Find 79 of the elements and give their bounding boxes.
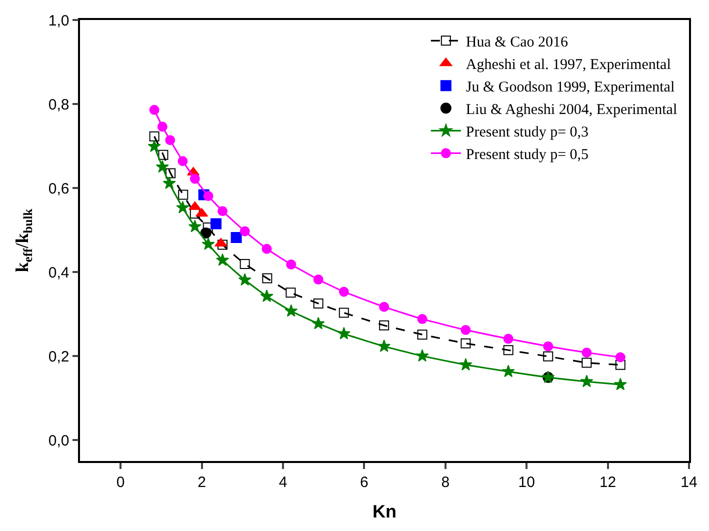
point — [162, 176, 176, 189]
point — [188, 220, 202, 232]
x-tick-label: 4 — [278, 474, 288, 491]
point — [416, 349, 429, 362]
point — [615, 352, 626, 362]
point — [148, 140, 161, 152]
point — [417, 314, 428, 324]
point — [218, 206, 228, 216]
point — [210, 218, 222, 230]
point — [238, 273, 252, 286]
point — [313, 298, 324, 308]
point — [262, 244, 272, 254]
x-tick-label: 6 — [360, 474, 368, 491]
y-tick-label: 1,0 — [48, 12, 70, 30]
legend-label: Present study p= 0,3 — [466, 124, 589, 141]
point — [165, 135, 176, 146]
y-tick-label: 0,6 — [48, 180, 70, 198]
point — [460, 338, 471, 348]
x-tick-label: 12 — [599, 474, 616, 491]
point — [178, 190, 188, 200]
x-axis-title: Kn — [372, 501, 396, 522]
point — [615, 360, 626, 370]
point — [240, 226, 250, 236]
point — [379, 302, 390, 312]
point — [240, 259, 250, 270]
point — [582, 358, 592, 368]
point — [178, 156, 188, 166]
point — [338, 286, 349, 297]
point — [218, 240, 228, 250]
point — [417, 330, 428, 340]
point — [200, 227, 212, 238]
point — [156, 160, 169, 173]
point — [379, 320, 390, 330]
point — [158, 150, 168, 160]
point — [190, 174, 200, 184]
y-tick-label: 0,0 — [48, 432, 70, 450]
point — [503, 334, 514, 344]
point — [157, 122, 168, 132]
point — [582, 348, 592, 358]
point — [543, 341, 554, 352]
point — [543, 351, 554, 362]
point — [202, 237, 215, 250]
point — [216, 253, 229, 266]
point — [503, 345, 514, 356]
point — [312, 316, 325, 330]
point — [580, 374, 594, 388]
y-tick-label: 0,4 — [48, 264, 70, 282]
legend-label: Present study p= 0,5 — [466, 147, 589, 164]
y-tick-label: 0,2 — [48, 348, 70, 366]
point — [338, 308, 349, 318]
point — [149, 131, 160, 142]
legend-label: Ju & Goodson 1999, Experimental — [466, 80, 675, 96]
point — [286, 259, 296, 270]
point — [262, 273, 272, 284]
legend-label: Liu & Agheshi 2004, Experimental — [466, 102, 678, 118]
point — [460, 324, 471, 335]
point — [149, 104, 160, 115]
point — [230, 232, 242, 244]
point — [166, 168, 176, 178]
point — [284, 304, 298, 317]
point — [203, 190, 214, 201]
point — [260, 290, 274, 302]
point — [502, 364, 515, 378]
x-tick-label: 0 — [116, 474, 125, 491]
point — [459, 358, 472, 370]
point — [378, 340, 391, 352]
legend-label: Hua & Cao 2016 — [466, 34, 568, 51]
y-tick-label: 0,8 — [48, 96, 70, 114]
x-tick-label: 14 — [680, 474, 698, 491]
point — [337, 326, 350, 340]
legend-label: Agheshi et al. 1997, Experimental — [466, 57, 671, 74]
point — [176, 200, 190, 214]
x-tick-label: 8 — [441, 474, 450, 491]
x-tick-label: 10 — [518, 474, 535, 491]
point — [190, 208, 200, 219]
point — [614, 378, 627, 390]
x-tick-label: 2 — [198, 474, 206, 491]
point — [286, 288, 296, 298]
point — [313, 274, 324, 285]
